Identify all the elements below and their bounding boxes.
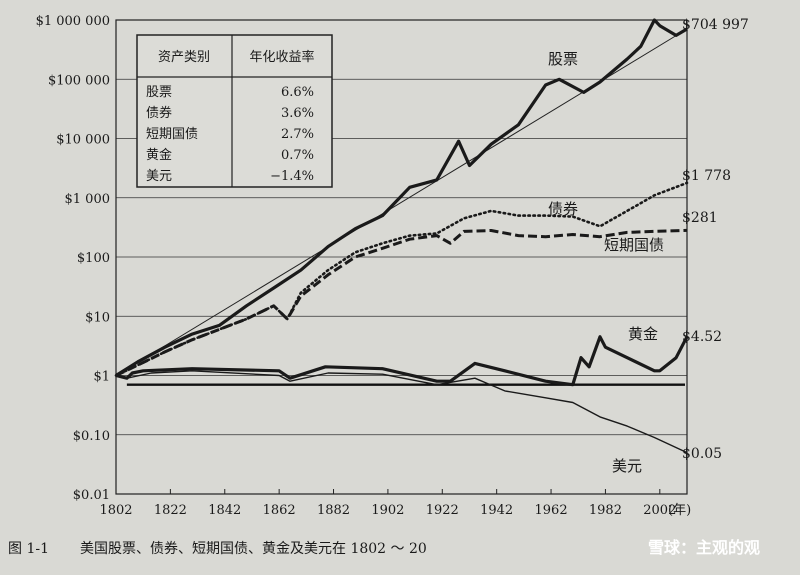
series-line-4 [115,370,688,454]
inset-table-frame [136,34,333,188]
series-line-2 [115,228,688,377]
x-tick-label: 1922 [426,503,459,518]
series-label-bonds: 债券 [548,200,578,218]
x-axis: 1802 1822 1842 1862 1882 1902 1922 1942 1962 1982… [99,489,676,518]
x-tick-label: 2002 [643,503,676,518]
series-end-label: $281 [682,210,718,226]
x-axis-unit-label: (年) [668,503,691,518]
series-label-bills: 短期国债 [604,236,664,254]
x-tick-label: 1942 [480,503,513,518]
inset-table-cell-asset: 短期国债 [146,127,198,142]
y-tick-label: $0.01 [73,488,110,503]
x-tick-label: 1902 [371,503,404,518]
inset-table-cell-asset: 黄金 [146,147,172,163]
inset-table-cell-asset: 美元 [146,169,172,184]
series-lines [114,18,689,454]
y-tick-label: $100 000 [48,73,110,88]
series-end-label: $0.05 [682,446,722,462]
series-end-label: $1 778 [682,168,731,184]
figure-caption: 美国股票、债券、短期国债、黄金及美元在 1802 ～ 20 [80,540,427,557]
inset-table-cell-return: 0.7% [281,148,314,163]
series-end-label: $4.52 [682,329,722,345]
series-line-0 [115,18,688,377]
x-tick-label: 1982 [589,503,622,518]
inset-return-table: 资产类别 年化收益率 股票 6.6% 债券 3.6% 短期国债 2.7% 黄金 … [136,34,333,188]
x-tick-label: 1882 [317,503,350,518]
figure-number: 图 1-1 [8,541,49,557]
inset-table-cell-return: −1.4% [270,169,314,184]
x-tick-label: 1802 [99,503,132,518]
inset-table-header-return: 年化收益率 [249,49,314,65]
inset-table-cell-return: 3.6% [281,106,314,121]
watermark-text: 雪球：主观的观 [648,538,760,557]
x-tick-label: 1822 [154,503,187,518]
inset-table-cell-asset: 股票 [146,85,172,100]
y-tick-label: $1 000 [65,192,111,207]
x-tick-label: 1842 [208,503,241,518]
inset-table-cell-return: 6.6% [281,85,314,100]
inset-table-cell-return: 2.7% [281,127,314,142]
series-line-3 [115,335,689,387]
plot-frame [115,19,688,495]
y-tick-label: $10 000 [56,133,110,148]
series-label-gold: 黄金 [628,325,658,343]
y-tick-label: $0.10 [73,429,110,444]
y-tick-label: $100 [77,251,110,266]
y-tick-label: $1 [93,370,110,385]
y-tick-label: $1 000 000 [36,14,110,29]
x-tick-label: 1862 [263,503,296,518]
x-tick-label: 1962 [535,503,568,518]
series-label-stocks: 股票 [548,50,578,68]
inset-table-cell-asset: 债券 [146,105,172,121]
series-end-labels: $704 997 $1 778 $281 $4.52 $0.05 [682,17,749,462]
inset-table-header-asset: 资产类别 [158,50,210,65]
series-line-1 [114,181,689,377]
series-label-dollar: 美元 [612,457,642,475]
y-axis: $0.01 $0.10 $1 $10 $100 $1 000 $10 000 $100 000… [36,14,110,503]
y-tick-label: $10 [85,310,110,325]
series-end-label: $704 997 [682,17,749,33]
